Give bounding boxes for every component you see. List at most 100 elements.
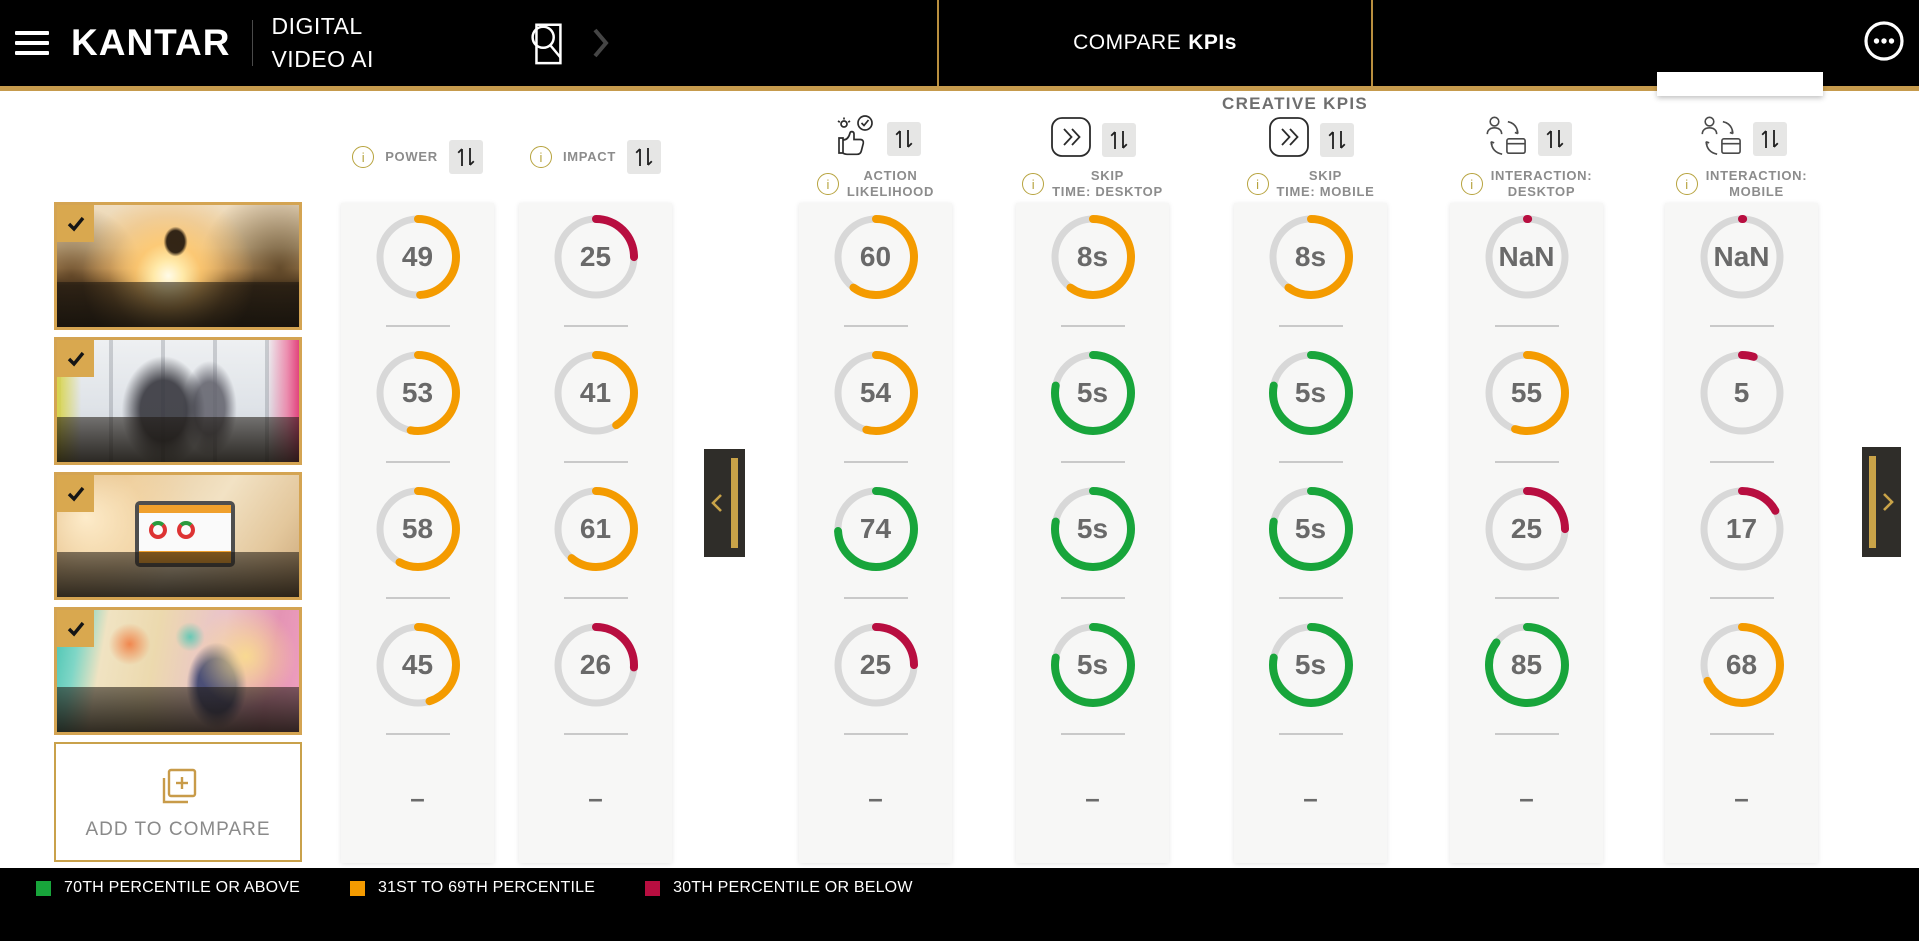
gauge: 74 [830, 483, 922, 575]
selected-checkbox[interactable] [57, 340, 94, 377]
checkmark-icon [67, 351, 84, 367]
kpi-column-header-skip-time-mobile: i SKIP TIME: MOBILE [1234, 92, 1387, 203]
kpi-label-line: DESKTOP [1507, 184, 1576, 199]
gauge-value: 8s [1076, 241, 1109, 272]
kpi-column-impact: i IMPACT 25 41 61 26 – [519, 92, 672, 863]
legend-color-swatch [349, 880, 365, 896]
gauge-value: 53 [401, 377, 434, 408]
gauge-value: 5s [1294, 649, 1327, 680]
gauge-value: 5 [1733, 377, 1750, 408]
gauge: 45 [372, 619, 464, 711]
kpi-label-row: i ACTION LIKELIHOOD [816, 168, 934, 200]
sort-icon [635, 148, 653, 166]
gauge-value: 61 [579, 513, 612, 544]
thumbs-up-check-icon [831, 114, 877, 163]
kpi-label-line: TIME: MOBILE [1276, 184, 1375, 199]
gauge-value: 25 [579, 241, 612, 272]
gauge-cell: 74 [799, 475, 952, 611]
kpi-column-label: ACTION LIKELIHOOD [847, 168, 934, 200]
gauge-value: 25 [859, 649, 892, 680]
video-thumbnail-1[interactable] [54, 202, 302, 330]
kpi-column-header-action-likelihood: i ACTION LIKELIHOOD [799, 92, 952, 203]
info-icon[interactable]: i [816, 173, 839, 195]
kpi-column-panel: NaN 5 17 68 – [1665, 203, 1818, 863]
gauge-cell: 25 [799, 611, 952, 747]
breadcrumb-chevron-icon [592, 27, 610, 59]
info-icon[interactable]: i [352, 146, 375, 168]
gauge-cell: 85 [1450, 611, 1603, 747]
search-icon[interactable] [524, 17, 570, 69]
sort-button[interactable] [1752, 121, 1787, 156]
info-icon[interactable]: i [529, 146, 552, 168]
video-thumbnail-4[interactable] [54, 607, 302, 735]
gauge: 26 [550, 619, 642, 711]
selected-checkbox[interactable] [57, 610, 94, 647]
hamburger-menu-button[interactable] [15, 25, 49, 61]
gauge-cell: 5s [1234, 339, 1387, 475]
sort-button[interactable] [1319, 122, 1354, 157]
sort-icon [1110, 130, 1127, 149]
sort-button[interactable] [886, 121, 921, 156]
legend-item-low: 30TH PERCENTILE OR BELOW [645, 879, 913, 897]
gauge-value: 58 [401, 513, 434, 544]
legend-item-mid: 31ST TO 69TH PERCENTILE [349, 879, 596, 897]
kpi-column-panel: 49 53 58 45 – [341, 203, 494, 863]
compare-kpis-title: COMPARE KPIs [937, 0, 1373, 86]
user-interaction-icon [1697, 114, 1743, 163]
kpi-column-interaction-mobile: i INTERACTION: MOBILE NaN 5 17 68 – [1665, 92, 1818, 863]
gauge: 5s [1047, 483, 1139, 575]
gauge: 53 [372, 347, 464, 439]
kpi-column-label: POWER [385, 149, 438, 164]
legend-bar: 70TH PERCENTILE OR ABOVE 31ST TO 69TH PER… [0, 868, 1919, 941]
kpi-column-header-impact: i IMPACT [519, 92, 672, 203]
product-name: DIGITAL VIDEO AI [271, 13, 374, 72]
info-icon[interactable]: i [1675, 173, 1698, 195]
kpi-column-label: SKIP TIME: DESKTOP [1052, 168, 1163, 200]
gauge-cell: 49 [341, 203, 494, 339]
more-options-button[interactable] [1863, 20, 1905, 67]
scroll-left-button[interactable] [704, 449, 745, 557]
gauge-value: 85 [1510, 649, 1543, 680]
gauge-cell: 53 [341, 339, 494, 475]
sort-button[interactable] [448, 140, 483, 174]
kpi-column-skip-time-mobile: i SKIP TIME: MOBILE 8s 5s 5s 5s – [1234, 92, 1387, 863]
gauge: 49 [372, 211, 464, 303]
gauge-cell: 5s [1016, 475, 1169, 611]
legend-color-swatch [645, 880, 661, 896]
kantar-logo: KANTAR [71, 22, 231, 63]
gauge-cell: 45 [341, 611, 494, 747]
kpi-column-label: IMPACT [562, 149, 617, 164]
kpi-label-line: INTERACTION: [1705, 168, 1808, 183]
info-icon[interactable]: i [1246, 173, 1269, 195]
info-icon[interactable]: i [1022, 173, 1045, 195]
kpi-label-row: i INTERACTION: MOBILE [1675, 168, 1808, 200]
gauge-cell: 5s [1234, 475, 1387, 611]
kpi-label-row: i POWER [352, 140, 483, 174]
kpi-icon-row [1268, 116, 1354, 163]
selected-checkbox[interactable] [57, 475, 94, 512]
scroll-right-button[interactable] [1862, 447, 1901, 557]
video-thumbnail-3[interactable] [54, 472, 302, 600]
sort-button[interactable] [1537, 121, 1572, 156]
legend-label: 31ST TO 69TH PERCENTILE [377, 879, 596, 896]
kpi-icon-row [831, 114, 921, 163]
app-header: KANTAR DIGITAL VIDEO AI COMPARE K [0, 0, 1919, 86]
gauge-cell: NaN [1665, 203, 1818, 339]
info-icon[interactable]: i [1460, 173, 1483, 195]
gauge-value: 5s [1294, 513, 1327, 544]
gauge-cell: 68 [1665, 611, 1818, 747]
dial-graphic [149, 521, 167, 539]
gauge: 5s [1047, 347, 1139, 439]
add-to-compare-button[interactable]: ADD TO COMPARE [54, 742, 302, 862]
legend-color-swatch [36, 880, 51, 896]
sort-button[interactable] [1101, 122, 1136, 157]
checkmark-icon [67, 621, 84, 637]
empty-value: – [1734, 783, 1749, 813]
legend-label: 30TH PERCENTILE OR BELOW [673, 879, 913, 896]
gauge-cell: 5s [1234, 611, 1387, 747]
selected-checkbox[interactable] [57, 205, 94, 242]
sort-button[interactable] [627, 140, 662, 174]
video-thumbnail-2[interactable] [54, 337, 302, 465]
scroll-handle-bar [1869, 456, 1876, 548]
